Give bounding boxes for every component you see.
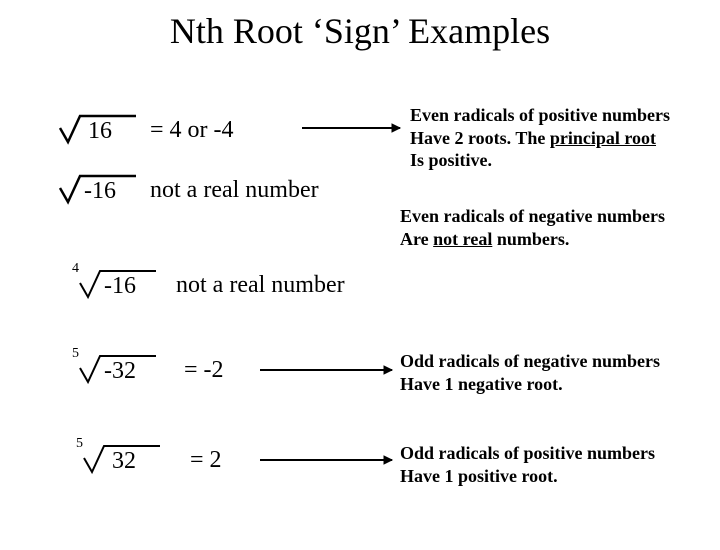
- connector-lines: [0, 10, 720, 550]
